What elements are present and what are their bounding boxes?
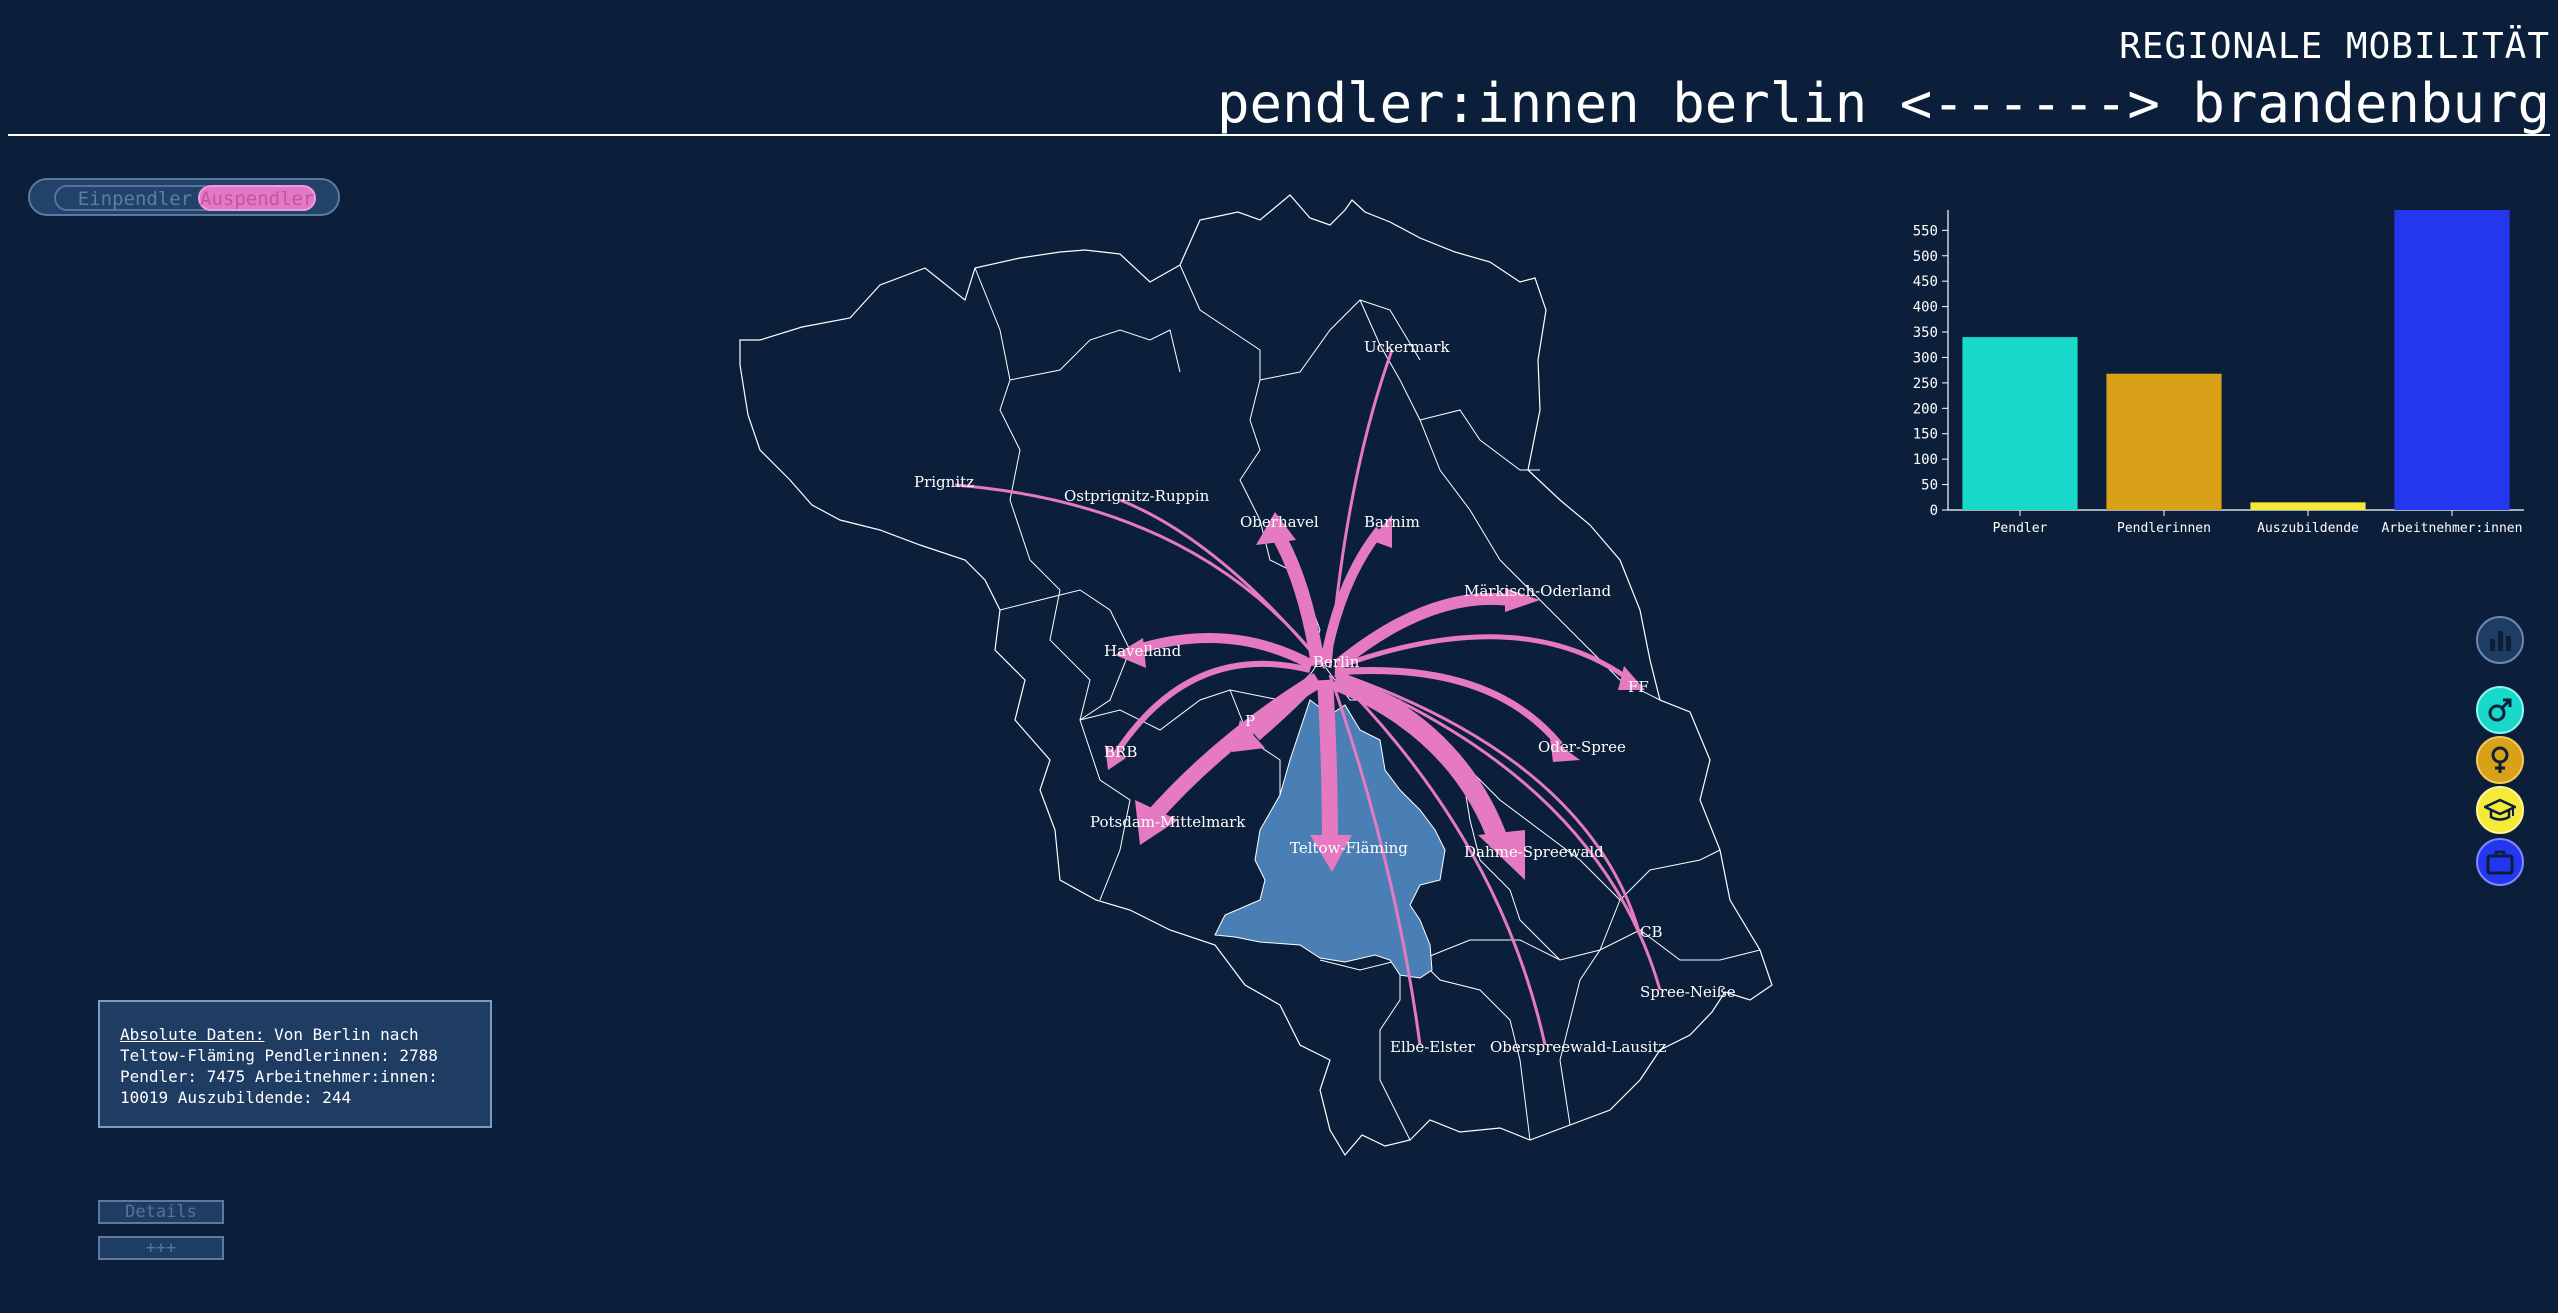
y-tick-label: 200 [1913, 401, 1938, 417]
bar-auszubildende[interactable] [2250, 502, 2366, 510]
direction-toggle: Einpendler Auspendler [28, 178, 340, 216]
y-tick-label: 500 [1913, 249, 1938, 265]
arrowhead-teltow [1310, 835, 1352, 872]
info-line-4: 10019 Auszubildende: 244 [120, 1088, 352, 1107]
brandenburg-outline [739, 194, 1773, 1157]
details-button[interactable]: Details [98, 1200, 224, 1224]
flow-potsdam-mittelmark [1143, 673, 1323, 826]
arrowhead-oberhavel [1256, 512, 1296, 545]
info-line-1: Von Berlin nach [264, 1025, 419, 1044]
info-line-3: Pendler: 7475 Arbeitnehmer:innen: [120, 1067, 438, 1086]
label-uckermark: Uckermark [1364, 338, 1451, 356]
employee-filter-button[interactable] [2476, 838, 2524, 886]
y-tick-label: 400 [1913, 300, 1938, 316]
y-tick-label: 450 [1913, 274, 1938, 290]
auspendler-button[interactable]: Auspendler [198, 185, 316, 211]
chart-x-labels: Pendler Pendlerinnen Auszubildende Arbeitne… [1993, 521, 2523, 536]
flow-dahme-spreewald [1331, 670, 1510, 849]
label-spree-neisse: Spree-Neiße [1640, 983, 1736, 1001]
male-filter-button[interactable] [2476, 686, 2524, 734]
absolute-data-panel: Absolute Daten: Von Berlin nach Teltow-F… [98, 1000, 492, 1128]
arrowhead-dahme [1478, 830, 1525, 880]
flow-arrows [954, 349, 1662, 1046]
y-tick-label: 50 [1921, 478, 1938, 494]
more-button[interactable]: +++ [98, 1236, 224, 1260]
bar-arbeitnehmerinnen[interactable] [2394, 210, 2510, 510]
arrowhead-brb [1105, 745, 1126, 770]
arrowhead-potsdam [1135, 800, 1178, 845]
arrowhead-maerkisch [1505, 588, 1540, 612]
bar-pendler[interactable] [1962, 337, 2078, 510]
x-tick-label: Arbeitnehmer:innen [2382, 521, 2523, 536]
y-tick-label: 150 [1913, 427, 1938, 443]
y-tick-label: 550 [1913, 223, 1938, 239]
label-barnim: Barnim [1364, 513, 1420, 531]
label-cb: CB [1640, 923, 1663, 941]
label-berlin: Berlin [1313, 653, 1360, 671]
flow-ostprignitz [1119, 498, 1327, 669]
arrowhead-ff [1618, 666, 1645, 690]
label-p: P [1245, 712, 1255, 730]
flow-oder-spree [1334, 667, 1563, 748]
label-brb: BRB [1104, 743, 1137, 761]
x-tick-label: Pendler [1993, 521, 2048, 536]
flow-havelland [1133, 633, 1315, 670]
district-labels: Uckermark Prignitz Ostprignitz-Ruppin Ob… [914, 338, 1736, 1056]
arrowhead-barnim [1370, 515, 1392, 548]
label-ff: FF [1628, 678, 1649, 696]
arrowhead-havelland [1115, 638, 1146, 668]
x-tick-label: Pendlerinnen [2117, 521, 2211, 536]
bar-chart-icon [2490, 631, 2511, 651]
y-tick-label: 100 [1913, 452, 1938, 468]
label-ostprignitz-ruppin: Ostprignitz-Ruppin [1064, 487, 1210, 505]
x-tick-label: Auszubildende [2257, 521, 2359, 536]
label-oberspreewald-lausitz: Oberspreewald-Lausitz [1490, 1038, 1667, 1056]
arrowhead-p [1232, 720, 1265, 752]
flow-ff [1334, 634, 1632, 683]
label-potsdam-mittelmark: Potsdam-Mittelmark [1090, 813, 1246, 831]
chart-bars [1962, 210, 2510, 510]
flow-elbe-elster [1328, 674, 1422, 1046]
y-tick-label: 250 [1913, 376, 1938, 392]
label-havelland: Havelland [1104, 642, 1182, 660]
graduation-cap-icon [2484, 798, 2516, 821]
flow-brb [1112, 660, 1311, 757]
label-oberhavel: Oberhavel [1240, 513, 1319, 531]
label-teltow-flaeming: Teltow-Fläming [1290, 839, 1408, 857]
header-divider [8, 134, 2550, 136]
male-icon [2488, 698, 2512, 722]
label-maerkisch-oderland: Märkisch-Oderland [1464, 582, 1612, 600]
bar-pendlerinnen[interactable] [2106, 373, 2222, 510]
chart-view-button[interactable] [2476, 616, 2524, 664]
page-title: pendler:innen berlin <------> brandenbur… [1217, 72, 2550, 135]
label-elbe-elster: Elbe-Elster [1390, 1038, 1476, 1056]
briefcase-icon [2486, 850, 2514, 875]
flow-maerkisch-oderland [1334, 592, 1511, 670]
flow-oberspreewald [1333, 673, 1547, 1046]
y-tick-label: 300 [1913, 350, 1938, 366]
info-title: Absolute Daten: [120, 1025, 265, 1044]
flow-cb [1334, 670, 1642, 936]
chart-axis: 0 50 100 150 200 250 300 350 400 450 500 550 [1913, 210, 2524, 519]
label-oder-spree: Oder-Spree [1538, 738, 1626, 756]
label-prignitz: Prignitz [914, 473, 974, 491]
app-subtitle: REGIONALE MOBILITÄT [2119, 26, 2550, 67]
flow-barnim [1320, 526, 1384, 663]
female-icon [2491, 746, 2509, 773]
female-filter-button[interactable] [2476, 736, 2524, 784]
flow-teltow-flaeming [1317, 679, 1338, 851]
info-line-2: Teltow-Fläming Pendlerinnen: 2788 [120, 1046, 438, 1065]
y-tick-label: 0 [1930, 503, 1938, 519]
label-dahme-spreewald: Dahme-Spreewald [1464, 843, 1604, 861]
arrowhead-oder-spree [1550, 738, 1580, 762]
trainee-filter-button[interactable] [2476, 786, 2524, 834]
y-tick-label: 350 [1913, 325, 1938, 341]
